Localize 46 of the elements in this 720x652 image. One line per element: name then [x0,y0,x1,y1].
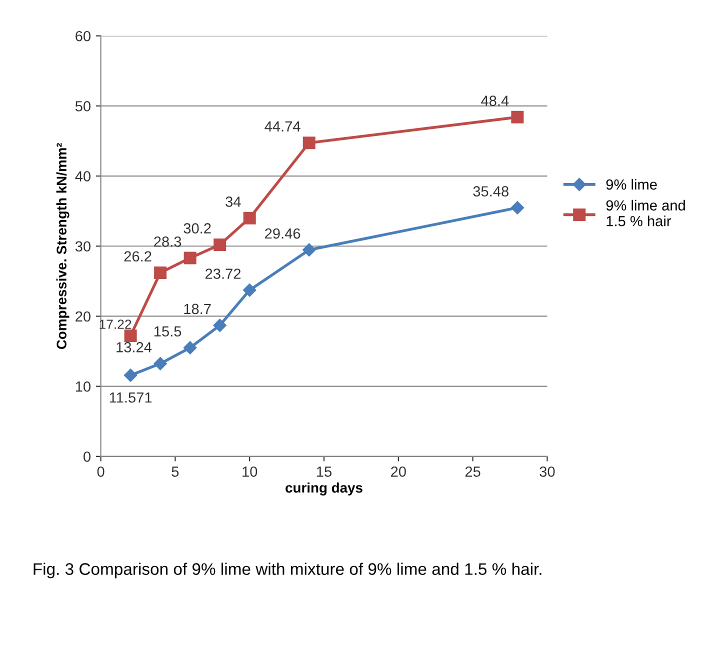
y-tick-label: 10 [76,381,91,392]
x-tick-label: 25 [465,466,480,477]
data-label: 35.48 [473,186,508,197]
x-tick-label: 0 [97,466,104,477]
data-label: 26.2 [124,251,152,262]
data-label: 34 [226,196,241,207]
data-label: 30.2 [184,223,211,234]
data-label: 28.3 [154,236,182,247]
caption: Fig. 3 Comparison of 9% lime with mixture of 9% lime and 1.5 % hair. [34,562,542,578]
point [511,110,524,124]
point [154,357,167,370]
y-tick-label: 20 [76,311,91,322]
x-tick-label: 15 [317,466,332,477]
point [243,212,256,224]
y-tick-label: 40 [75,171,91,182]
point [184,252,196,264]
legend-label: 9% lime and 1.5 % hair [606,200,685,226]
data-label: 23.72 [206,268,241,279]
y-axis-title: Compressive. Strength kN/mm² [56,142,70,349]
data-label: 18.7 [184,304,211,314]
point [124,368,138,382]
point [214,238,226,251]
data-label: 13.24 [116,342,152,352]
point [302,243,316,257]
x-tick-label: 30 [540,466,555,477]
y-tick-label: 60 [76,30,91,42]
data-label: 15.5 [154,326,182,337]
data-label: 11.571 [110,392,152,403]
point [183,341,197,354]
data-label: 48.4 [481,96,509,106]
x-tick-label: 10 [242,466,258,477]
point [302,136,316,150]
data-label: 29.46 [265,228,300,239]
point [124,329,137,342]
point [510,201,524,214]
x-tick-label: 5 [172,466,179,477]
x-axis-title: curing days [286,482,362,496]
point [243,284,256,297]
y-tick-label: 0 [84,452,91,462]
point [213,318,226,332]
point [154,266,167,280]
legend-label: 9% lime [606,178,657,190]
y-tick-label: 30 [75,241,91,252]
y-tick-label: 50 [75,101,91,112]
x-tick-label: 20 [391,466,406,477]
data-label: 44.74 [264,121,300,132]
